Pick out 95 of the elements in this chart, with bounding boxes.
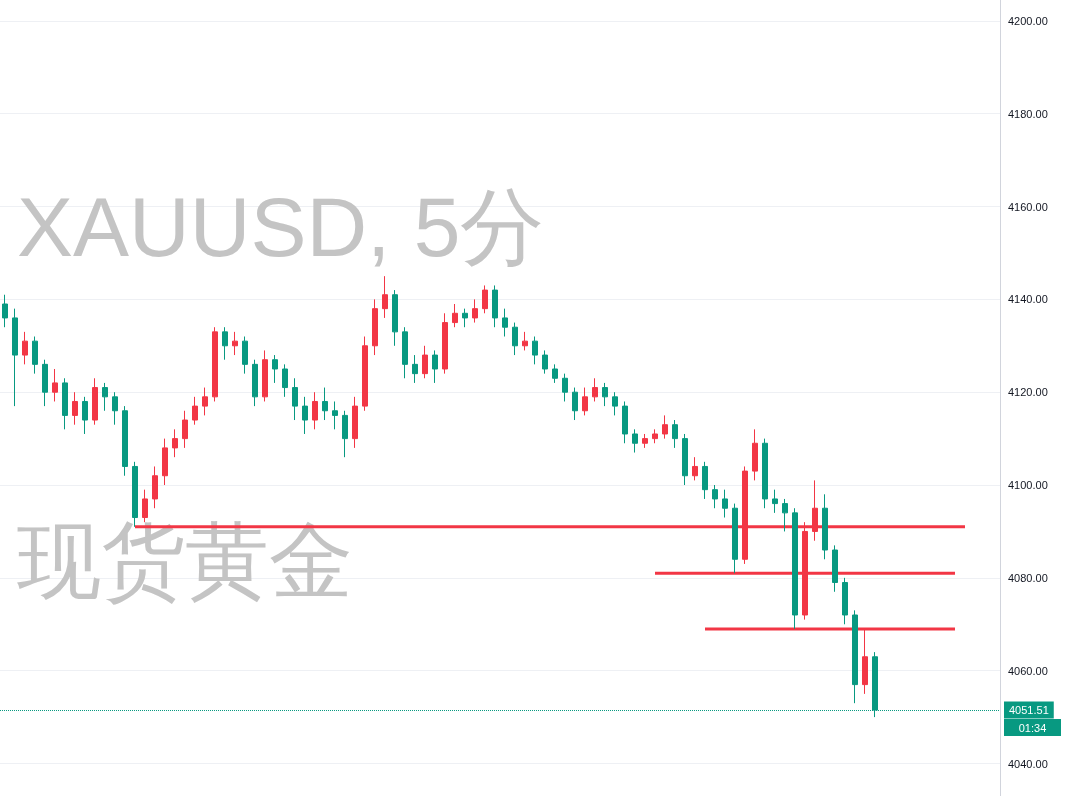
candlestick <box>472 298 478 324</box>
candlestick <box>532 336 538 365</box>
candlestick <box>622 400 628 444</box>
candlestick <box>572 387 578 421</box>
candlestick <box>732 503 738 574</box>
candlestick <box>282 363 288 398</box>
candlestick <box>512 322 518 356</box>
candlestick <box>112 391 118 426</box>
candlestick <box>662 414 668 440</box>
ref-line-label: 4051.51 <box>1009 704 1049 717</box>
candlestick <box>692 456 698 481</box>
candlestick <box>192 396 198 426</box>
candlestick <box>522 331 528 351</box>
candlestick <box>492 284 498 328</box>
candlestick <box>602 382 608 407</box>
candlestick <box>382 275 388 319</box>
candlestick <box>852 609 858 704</box>
candlestick <box>702 461 708 500</box>
y-tick-label: 4180.00 <box>1008 107 1048 120</box>
candlestick <box>842 577 848 625</box>
y-tick-label: 4060.00 <box>1008 664 1048 677</box>
candlestick <box>2 294 8 328</box>
candlestick <box>92 377 98 426</box>
candlestick <box>322 387 328 421</box>
candlestick <box>212 326 218 402</box>
y-tick-label: 4100.00 <box>1008 479 1048 492</box>
candlestick <box>562 373 568 402</box>
candlestick <box>402 326 408 379</box>
candlestick <box>172 428 178 458</box>
y-tick-label: 4160.00 <box>1008 200 1048 213</box>
candlestick <box>222 326 228 361</box>
candlestick <box>552 363 558 384</box>
candlestick <box>312 391 318 430</box>
candlestick <box>772 489 778 514</box>
candlestick <box>392 289 398 347</box>
candlestick <box>462 308 468 328</box>
candlestick <box>412 354 418 384</box>
candlestick <box>452 303 458 328</box>
candlestick <box>82 396 88 435</box>
candlestick <box>782 498 788 532</box>
candlestick <box>432 349 438 384</box>
candlestick <box>152 465 158 509</box>
y-tick-label: 4120.00 <box>1008 386 1048 399</box>
candlestick <box>72 391 78 426</box>
candlestick <box>242 336 248 375</box>
candlestick <box>832 544 838 593</box>
candlestick <box>502 308 508 337</box>
candlestick <box>252 359 258 407</box>
y-tick-label: 4080.00 <box>1008 571 1048 584</box>
candlestick <box>232 331 238 356</box>
candlestick <box>362 336 368 412</box>
candlestick <box>762 438 768 509</box>
candlestick <box>142 489 148 523</box>
candlestick <box>442 312 448 375</box>
candlestick <box>672 419 678 449</box>
text: 01:34 <box>1018 721 1047 734</box>
candlestick <box>12 308 18 407</box>
candlestick <box>612 391 618 416</box>
candlestick <box>272 354 278 384</box>
candlestick <box>342 410 348 458</box>
candlestick <box>202 387 208 416</box>
text: 现货黄金 <box>17 514 353 608</box>
candlestick <box>682 433 688 486</box>
candlestick <box>292 377 298 421</box>
candlestick <box>642 433 648 449</box>
candlestick <box>162 438 168 486</box>
text: XAUUSD, 5分 <box>17 180 545 274</box>
candlestick <box>302 396 308 435</box>
y-tick-label: 4040.00 <box>1008 757 1048 770</box>
candlestick <box>482 284 488 314</box>
candlestick <box>722 489 728 519</box>
candlestick <box>542 349 548 375</box>
candlestick <box>632 428 638 454</box>
candlestick <box>712 484 718 509</box>
candlestick <box>62 377 68 430</box>
candlestick <box>352 396 358 449</box>
candlestick <box>22 331 28 365</box>
candlestick <box>42 359 48 407</box>
candlestick <box>262 349 268 402</box>
candlestick <box>182 410 188 449</box>
candlestick <box>422 345 428 379</box>
candlestick <box>822 493 828 560</box>
y-tick-label: 4200.00 <box>1008 14 1048 27</box>
candlestick <box>592 377 598 402</box>
candlestick <box>372 298 378 356</box>
candlestick <box>792 507 798 630</box>
candlestick <box>582 387 588 416</box>
candlestick <box>52 368 58 402</box>
y-tick-label: 4140.00 <box>1008 293 1048 306</box>
candlestick <box>652 428 658 444</box>
candlestick <box>752 428 758 481</box>
candlestick <box>32 336 38 375</box>
candlestick <box>122 405 128 477</box>
candlestick <box>332 400 338 430</box>
candlestick <box>102 382 108 412</box>
